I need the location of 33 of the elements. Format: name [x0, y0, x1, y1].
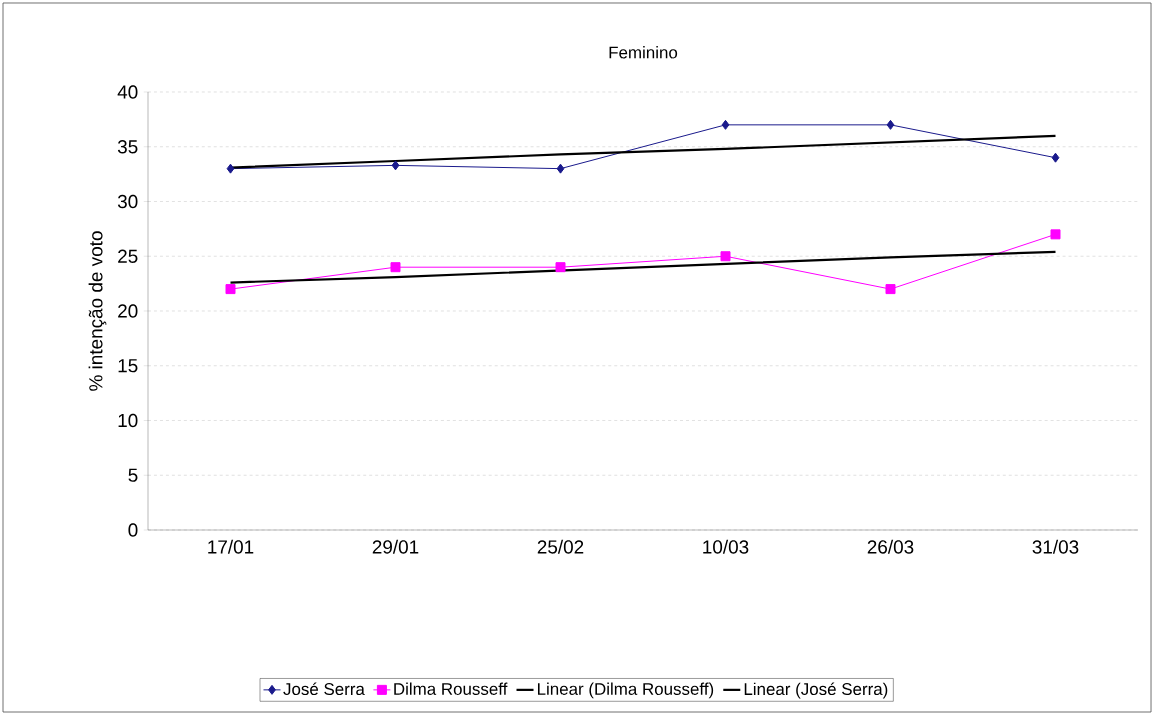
point — [390, 262, 401, 273]
point — [885, 284, 896, 295]
chart-title: Feminino — [609, 46, 678, 59]
y-tick-label: 5 — [128, 468, 138, 482]
point — [226, 163, 235, 174]
point — [721, 119, 730, 130]
point — [720, 251, 731, 262]
x-tick-label: 26/03 — [867, 539, 914, 554]
x-tick-label: 29/01 — [372, 539, 419, 554]
point — [556, 163, 565, 174]
point — [1051, 152, 1060, 163]
y-tick-label: 40 — [117, 85, 138, 99]
legend-label: Linear (José Serra) — [744, 682, 888, 699]
y-tick-label: 0 — [128, 523, 138, 537]
y-tick-label: 35 — [117, 140, 138, 154]
x-tick-label: 25/02 — [537, 539, 584, 554]
legend-label: Linear (Dilma Rousseff) — [537, 682, 714, 699]
y-tick-label: 25 — [118, 249, 138, 263]
x-tick-label: 31/03 — [1032, 539, 1079, 554]
y-axis-title: % intenção de voto — [88, 231, 107, 391]
legend-label: Dilma Rousseff — [394, 682, 508, 695]
point — [391, 160, 400, 171]
point — [225, 284, 236, 295]
x-tick-label: 10/03 — [703, 539, 749, 554]
y-tick-label: 15 — [118, 359, 138, 373]
x-tick-label: 17/01 — [208, 539, 254, 554]
point — [1050, 229, 1061, 240]
point — [555, 262, 566, 273]
point — [886, 119, 895, 130]
y-tick-label: 30 — [117, 194, 138, 209]
y-tick-label: 20 — [118, 304, 138, 318]
y-tick-label: 10 — [118, 413, 138, 428]
legend-label: José Serra — [283, 682, 365, 696]
